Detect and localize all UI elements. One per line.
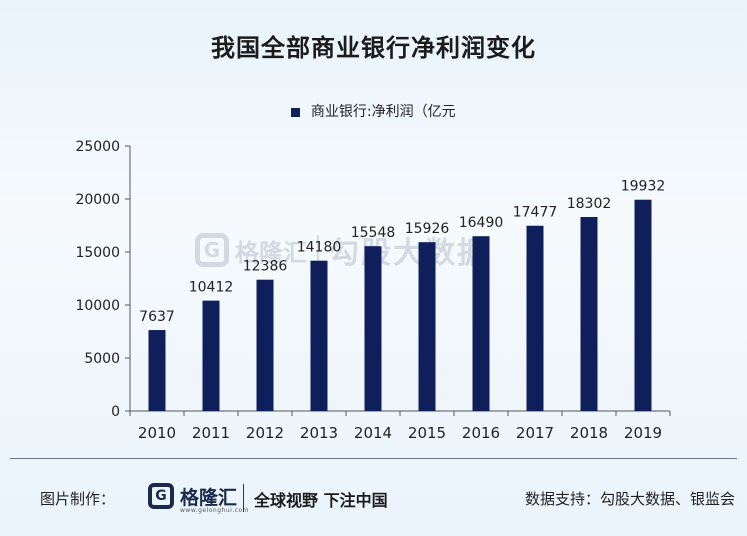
footer-slogan: 全球视野 下注中国 [254, 491, 388, 510]
footer-url: www.gelonghui.com [180, 507, 250, 514]
bar-chart: 0 5000 10000 15000 20000 25000 7637 2010 10412 20… [75, 139, 671, 442]
x-tick-label: 2011 [192, 424, 230, 442]
x-tick-label: 2019 [624, 424, 662, 442]
bar [202, 300, 220, 411]
bar-data-label: 18302 [567, 196, 612, 212]
footer-divider [10, 458, 737, 459]
bar-data-label: 16490 [459, 215, 504, 231]
x-tick-label: 2014 [354, 424, 392, 442]
bar-data-label: 19932 [621, 179, 666, 195]
x-tick-label: 2018 [570, 424, 608, 442]
bar-data-label: 14180 [297, 240, 342, 256]
footer-source: 数据支持：勾股大数据、银监会 [524, 490, 735, 508]
bar [634, 199, 652, 411]
bar-data-label: 10412 [189, 280, 234, 296]
y-tick-label: 25000 [75, 139, 120, 155]
y-tick-label: 15000 [75, 245, 120, 261]
bar-data-label: 12386 [243, 259, 288, 275]
footer-logo-icon: G [148, 483, 174, 509]
bar [364, 246, 382, 411]
x-tick-label: 2013 [300, 424, 338, 442]
y-tick-label: 0 [111, 404, 120, 420]
footer-separator [243, 484, 244, 512]
y-tick-label: 20000 [75, 192, 120, 208]
legend-label: 商业银行:净利润（亿元 [310, 104, 456, 120]
bar [310, 260, 328, 411]
bar-data-label: 15548 [351, 225, 396, 241]
x-tick-label: 2012 [246, 424, 284, 442]
bar-data-label: 15926 [405, 221, 450, 237]
x-tick-label: 2016 [462, 424, 500, 442]
x-tick-label: 2015 [408, 424, 446, 442]
bar-data-label: 17477 [513, 205, 558, 221]
x-tick-label: 2010 [138, 424, 176, 442]
legend: 商业银行:净利润（亿元 [0, 101, 747, 121]
footer-credit: 图片制作： [40, 490, 116, 508]
legend-swatch [291, 107, 301, 117]
footer-brand: 格隆汇 [180, 487, 238, 509]
bar [148, 330, 166, 411]
y-tick-label: 10000 [75, 298, 120, 314]
bar [418, 242, 436, 411]
y-tick-label: 5000 [84, 351, 120, 367]
bar [472, 236, 490, 411]
bar-data-label: 7637 [139, 309, 175, 325]
bar [256, 279, 274, 411]
x-tick-label: 2017 [516, 424, 554, 442]
bar [580, 216, 598, 411]
chart-title: 我国全部商业银行净利润变化 [211, 34, 536, 62]
footer: 图片制作： G 格隆汇 www.gelonghui.com 全球视野 下注中国 … [0, 478, 747, 518]
bar [526, 225, 544, 411]
